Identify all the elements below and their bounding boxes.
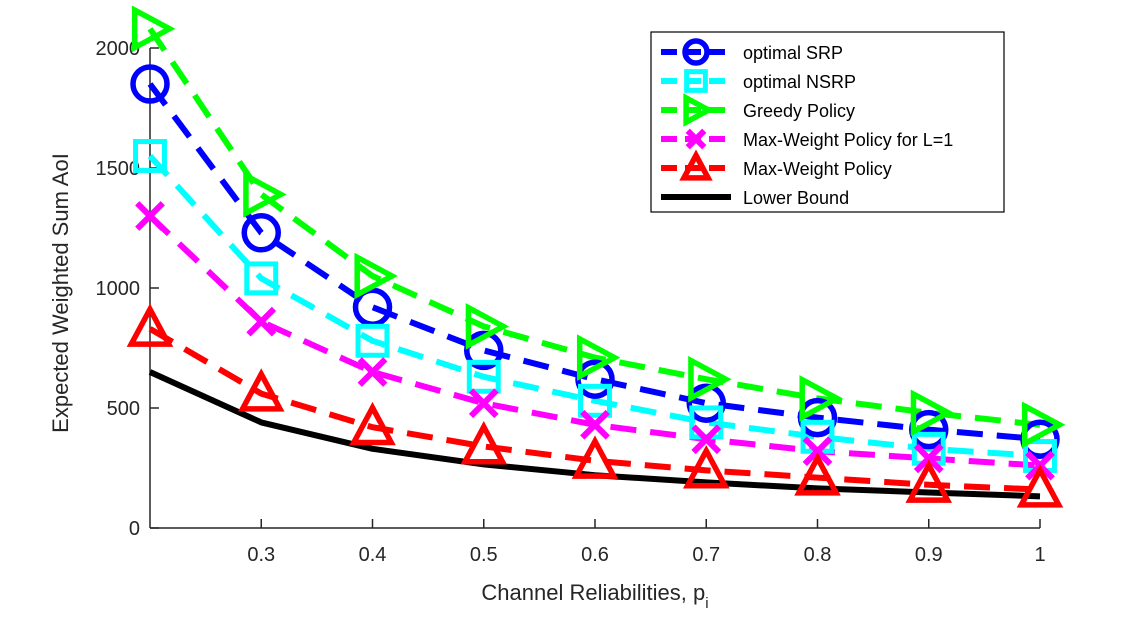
data-point-optimal-nsrp	[578, 383, 612, 418]
y-tick-label: 0	[129, 518, 140, 540]
data-point-greedy-policy	[354, 252, 398, 300]
x-marker-stroke	[468, 388, 499, 419]
y-axis-label: Expected Weighted Sum AoI	[48, 153, 73, 433]
data-point-greedy-policy	[131, 5, 176, 53]
data-point-max-weight-policy-for-l-1	[246, 306, 277, 337]
legend-label-greedy-policy: Greedy Policy	[743, 101, 855, 121]
data-point-greedy-policy	[1021, 401, 1066, 449]
data-point-max-weight-policy	[126, 303, 174, 347]
data-point-max-weight-policy-for-l-1	[135, 201, 165, 231]
x-marker-stroke	[357, 357, 388, 387]
y-tick-label: 2000	[96, 38, 141, 60]
y-tick-label: 500	[107, 398, 140, 420]
x-tick-label: 0.3	[247, 544, 275, 566]
data-point-greedy-policy	[576, 334, 621, 381]
data-point-max-weight-policy-for-l-1	[691, 424, 722, 455]
data-point-max-weight-policy-for-l-1	[913, 443, 944, 474]
data-point-optimal-srp	[241, 213, 281, 253]
x-tick-label: 0.5	[470, 544, 498, 566]
data-point-max-weight-policy	[682, 445, 730, 489]
legend-label-max-weight-policy-for-l-1: Max-Weight Policy for L=1	[743, 130, 953, 150]
legend-marker-max-weight-policy	[679, 149, 713, 181]
series-line-optimal-srp	[147, 82, 1041, 443]
series-line-max-weight-policy	[148, 326, 1041, 493]
data-point-max-weight-policy	[237, 368, 285, 412]
data-point-greedy-policy	[799, 375, 843, 422]
data-point-optimal-nsrp	[244, 261, 279, 296]
legend: optimal SRP optimal NSRP Greedy Policy Max-…	[650, 31, 1005, 213]
data-point-max-weight-policy-for-l-1	[802, 436, 833, 467]
data-point-greedy-policy	[910, 389, 955, 437]
data-point-max-weight-policy	[794, 452, 841, 496]
data-point-max-weight-policy	[1016, 464, 1064, 508]
data-point-max-weight-policy	[349, 401, 396, 446]
data-point-max-weight-policy	[571, 435, 619, 479]
data-point-optimal-nsrp	[133, 139, 167, 173]
x-axis-label-subscript: i	[705, 595, 708, 612]
axes: 0.3 0.4 0.5 0.6 0.7 0.8 0.9 1 0 500 1000 1500 2000	[96, 38, 1046, 566]
legend-marker-optimal-srp	[682, 38, 710, 66]
data-point-max-weight-policy-for-l-1	[580, 409, 610, 440]
y-tick-label: 1500	[96, 158, 141, 180]
legend-marker-greedy-policy	[683, 93, 715, 127]
x-axis-label-main: Channel Reliabilities, p	[481, 580, 705, 605]
x-tick-label: 0.9	[915, 544, 943, 566]
data-point-max-weight-policy-for-l-1	[468, 388, 499, 419]
data-point-optimal-nsrp	[355, 323, 390, 358]
x-marker-stroke	[913, 443, 944, 474]
x-marker-stroke	[685, 128, 707, 150]
data-point-greedy-policy	[465, 303, 510, 350]
legend-label-optimal-nsrp: optimal NSRP	[743, 72, 856, 92]
data-point-optimal-srp	[130, 64, 170, 104]
data-point-max-weight-policy	[460, 421, 508, 465]
data-point-greedy-policy	[688, 355, 732, 403]
data-point-max-weight-policy-for-l-1	[357, 357, 388, 387]
series-markers	[126, 5, 1066, 508]
legend-marker-optimal-nsrp	[684, 69, 708, 93]
x-axis-label: Channel Reliabilities, pi	[481, 580, 708, 612]
y-tick-label: 1000	[96, 278, 141, 300]
data-point-max-weight-policy	[905, 459, 953, 503]
x-marker-stroke	[580, 409, 610, 440]
x-marker-stroke	[802, 436, 833, 467]
data-point-greedy-policy	[243, 171, 287, 218]
x-marker-stroke	[135, 201, 165, 231]
legend-marker-max-weight-policy-for-l-1	[685, 128, 707, 150]
x-marker-stroke	[691, 424, 722, 455]
legend-label-optimal-srp: optimal SRP	[743, 43, 843, 63]
series-line-optimal-nsrp	[147, 153, 1041, 459]
x-tick-label: 0.4	[359, 544, 387, 566]
series-line-greedy-policy	[147, 27, 1041, 428]
x-tick-label: 0.6	[581, 544, 609, 566]
data-point-optimal-nsrp	[466, 359, 501, 394]
x-tick-label: 1	[1034, 544, 1045, 566]
legend-box	[650, 31, 1005, 213]
x-tick-label: 0.8	[804, 544, 832, 566]
legend-label-lower-bound: Lower Bound	[743, 188, 849, 208]
legend-label-max-weight-policy: Max-Weight Policy	[743, 159, 892, 179]
data-point-optimal-srp	[686, 383, 726, 423]
data-point-optimal-srp	[464, 330, 504, 371]
x-tick-label: 0.7	[692, 544, 720, 566]
x-marker-stroke	[246, 306, 277, 337]
